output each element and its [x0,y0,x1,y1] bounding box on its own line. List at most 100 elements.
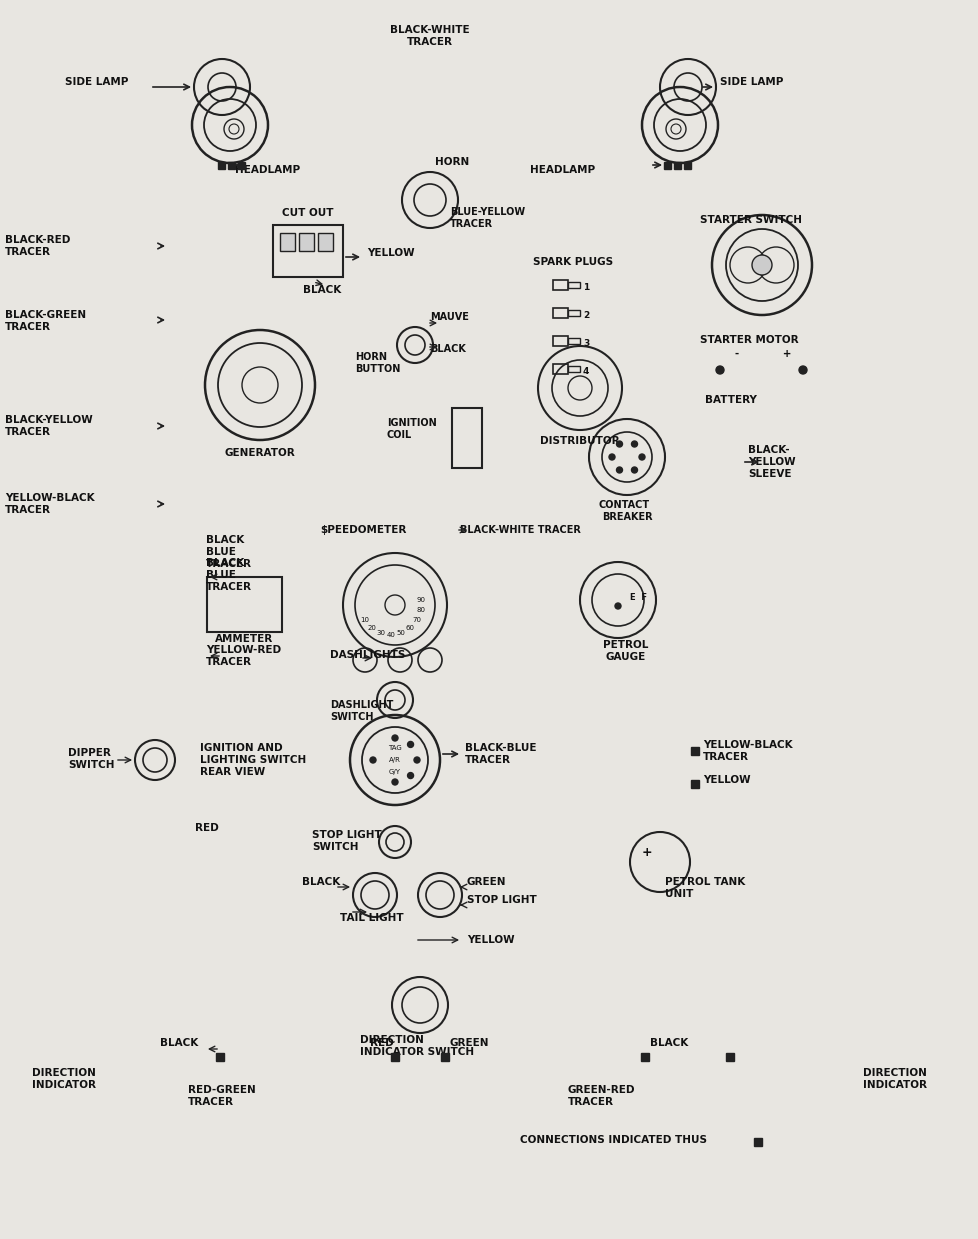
Text: 30: 30 [376,631,385,636]
Text: INDICATOR: INDICATOR [32,1080,96,1090]
Text: STARTER SWITCH: STARTER SWITCH [699,216,801,225]
Text: SWITCH: SWITCH [67,760,114,769]
Text: BLACK: BLACK [301,877,340,887]
Bar [726,1053,734,1061]
Bar [216,1053,224,1061]
Text: BLACK-GREEN: BLACK-GREEN [5,310,86,320]
Text: AMMETER: AMMETER [215,634,273,644]
Text: BLACK: BLACK [429,344,466,354]
Text: CUT OUT: CUT OUT [282,208,333,218]
Text: BLUE-YELLOW: BLUE-YELLOW [450,207,524,217]
Bar [684,161,690,169]
Text: A/R: A/R [388,757,401,763]
Bar [440,1053,449,1061]
Bar [228,161,236,169]
Text: BATTERY: BATTERY [704,395,756,405]
Text: YELLOW-BLACK: YELLOW-BLACK [702,740,792,750]
Text: TRACER: TRACER [450,219,493,229]
Text: YELLOW-RED: YELLOW-RED [205,646,281,655]
Text: REAR VIEW: REAR VIEW [200,767,265,777]
Text: IGNITION AND: IGNITION AND [200,743,283,753]
Text: 90: 90 [416,597,424,603]
Bar [280,233,294,252]
Text: RED: RED [195,823,218,833]
Text: BLACK: BLACK [205,558,244,567]
Text: GAUGE: GAUGE [605,652,645,662]
Text: 20: 20 [367,624,376,631]
Text: LIGHTING SWITCH: LIGHTING SWITCH [200,755,306,764]
Circle shape [614,603,620,610]
Text: TRACER: TRACER [567,1097,613,1106]
Circle shape [616,467,622,473]
Text: DIRECTION: DIRECTION [32,1068,96,1078]
Text: SPARK PLUGS: SPARK PLUGS [532,256,612,266]
Text: TRACER: TRACER [5,247,51,256]
Bar [674,161,681,169]
Text: BLACK: BLACK [649,1038,688,1048]
Text: BLACK: BLACK [302,285,341,295]
Text: INDICATOR: INDICATOR [863,1080,926,1090]
Bar [553,364,567,374]
Circle shape [407,741,413,747]
Circle shape [631,441,637,447]
Bar [206,577,282,632]
Text: YELLOW-BLACK: YELLOW-BLACK [5,493,95,503]
Circle shape [370,757,376,763]
Text: RED-GREEN: RED-GREEN [188,1085,255,1095]
Text: CONTACT: CONTACT [599,501,649,510]
Text: SLEEVE: SLEEVE [747,470,790,479]
Circle shape [407,773,413,778]
Text: DIPPER: DIPPER [67,748,111,758]
Text: HORN: HORN [434,157,468,167]
Text: 80: 80 [416,607,424,613]
Text: 60: 60 [405,624,415,631]
Text: TAIL LIGHT: TAIL LIGHT [339,913,403,923]
Text: DIRECTION: DIRECTION [360,1035,423,1044]
Bar [239,161,245,169]
Text: CONNECTIONS INDICATED THUS: CONNECTIONS INDICATED THUS [519,1135,706,1145]
Text: BREAKER: BREAKER [601,512,652,522]
Bar [567,310,579,316]
Text: BLACK-YELLOW: BLACK-YELLOW [5,415,93,425]
Text: BLACK-WHITE: BLACK-WHITE [390,25,469,35]
Text: G/Y: G/Y [388,769,401,776]
Bar [690,747,698,755]
Circle shape [616,441,622,447]
Bar [567,282,579,287]
Bar [318,233,333,252]
Text: SIDE LAMP: SIDE LAMP [65,77,128,87]
Text: YELLOW: YELLOW [747,457,795,467]
Circle shape [639,453,645,460]
Text: YELLOW: YELLOW [467,935,514,945]
Circle shape [391,735,398,741]
Text: -            +: - + [734,349,790,359]
Text: STOP LIGHT: STOP LIGHT [312,830,381,840]
Text: TRACER: TRACER [465,755,511,764]
Bar [298,233,314,252]
Bar [553,336,567,346]
Text: BLACK-RED: BLACK-RED [5,235,70,245]
Bar [567,366,579,372]
Text: TRACER: TRACER [5,322,51,332]
Text: STOP LIGHT: STOP LIGHT [467,895,536,904]
Text: SWITCH: SWITCH [330,712,374,722]
Text: TRACER: TRACER [188,1097,234,1106]
Text: TRACER: TRACER [5,506,51,515]
Text: BLACK: BLACK [205,535,244,545]
Bar [452,408,481,468]
Bar [218,161,225,169]
Circle shape [751,255,772,275]
Text: 10: 10 [360,617,369,623]
Text: 70: 70 [412,617,422,623]
Text: YELLOW: YELLOW [367,248,415,258]
Text: 3: 3 [583,338,589,347]
Text: TRACER: TRACER [407,37,453,47]
Circle shape [608,453,614,460]
Text: 40: 40 [386,632,395,638]
Text: HEADLAMP: HEADLAMP [529,165,595,175]
Text: INDICATOR SWITCH: INDICATOR SWITCH [360,1047,473,1057]
Text: TRACER: TRACER [702,752,748,762]
Text: TRACER: TRACER [5,427,51,437]
Bar [390,1053,399,1061]
Text: BUTTON: BUTTON [355,364,400,374]
